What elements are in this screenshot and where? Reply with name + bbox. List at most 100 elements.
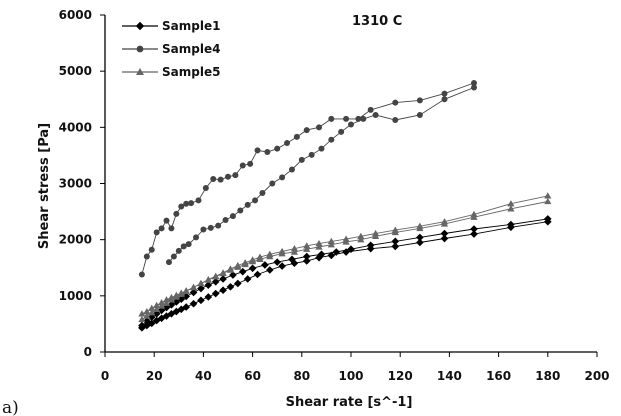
- data-point: [248, 264, 257, 273]
- data-point: [165, 259, 172, 266]
- data-point: [293, 133, 300, 140]
- data-point: [148, 309, 156, 316]
- data-point: [391, 226, 399, 233]
- data-point: [290, 245, 299, 252]
- data-point: [544, 197, 552, 205]
- panel-label: a): [2, 398, 19, 416]
- data-point: [288, 166, 295, 173]
- data-point: [342, 235, 350, 242]
- data-point: [372, 111, 379, 118]
- data-point: [138, 271, 145, 278]
- data-point: [234, 279, 242, 288]
- data-point: [507, 205, 515, 212]
- data-point: [256, 253, 264, 260]
- data-point: [290, 259, 299, 268]
- chart-legend: Sample1 Sample4 Sample5: [122, 19, 220, 79]
- data-point: [237, 207, 244, 214]
- y-tick-label: 5000: [59, 64, 92, 78]
- data-point: [274, 145, 281, 152]
- data-point: [163, 217, 170, 224]
- series-line: [141, 221, 548, 329]
- data-point: [182, 292, 190, 301]
- data-point: [244, 201, 251, 208]
- data-point: [279, 174, 286, 181]
- data-point: [332, 248, 341, 256]
- data-point: [391, 237, 400, 246]
- data-point: [440, 229, 449, 238]
- legend-swatch-marker: [136, 45, 144, 53]
- data-point: [273, 258, 281, 266]
- data-point: [327, 241, 335, 248]
- legend-label: Sample1: [162, 19, 220, 33]
- data-point: [261, 261, 269, 269]
- data-point: [197, 284, 205, 293]
- data-point: [239, 162, 246, 169]
- data-point: [315, 239, 323, 247]
- y-tick-label: 6000: [59, 8, 92, 22]
- data-point: [215, 222, 222, 229]
- data-point: [441, 90, 448, 97]
- data-point: [303, 127, 310, 134]
- data-point: [180, 243, 187, 250]
- data-point: [328, 115, 335, 122]
- data-point: [343, 115, 350, 122]
- data-point: [162, 296, 171, 303]
- data-point: [170, 253, 177, 260]
- data-point: [143, 317, 151, 325]
- data-point: [226, 265, 235, 272]
- data-point: [471, 79, 477, 86]
- data-point: [189, 299, 198, 308]
- data-point: [173, 210, 180, 217]
- data-point: [249, 256, 257, 263]
- data-point: [290, 248, 299, 255]
- data-point: [348, 121, 354, 128]
- data-point: [143, 253, 150, 260]
- data-point: [342, 248, 350, 256]
- chart-series: [138, 79, 552, 332]
- data-point: [266, 266, 274, 274]
- data-point: [167, 301, 176, 309]
- data-point: [347, 245, 355, 254]
- series-sample4: [138, 79, 477, 278]
- data-point: [238, 267, 247, 276]
- data-point: [195, 197, 202, 204]
- data-point: [138, 310, 146, 317]
- data-point: [207, 224, 214, 231]
- data-point: [328, 136, 335, 143]
- data-point: [143, 312, 151, 319]
- data-point: [222, 217, 229, 224]
- data-point: [243, 275, 252, 283]
- data-point: [269, 180, 276, 187]
- data-point: [303, 242, 311, 249]
- data-point: [189, 283, 198, 291]
- data-point: [182, 287, 190, 295]
- x-tick-label: 200: [584, 369, 609, 383]
- data-point: [157, 302, 166, 309]
- data-point: [471, 84, 477, 91]
- x-tick-label: 0: [101, 369, 109, 383]
- data-point: [416, 222, 424, 229]
- data-point: [162, 312, 171, 320]
- x-tick-label: 60: [244, 369, 261, 383]
- data-point: [372, 229, 380, 237]
- data-point: [204, 275, 212, 283]
- y-tick-label: 2000: [59, 233, 92, 247]
- data-point: [544, 192, 552, 199]
- data-point: [241, 259, 249, 266]
- data-point: [308, 151, 315, 158]
- data-point: [143, 307, 151, 315]
- legend-swatch-marker: [135, 21, 145, 31]
- data-point: [167, 310, 176, 318]
- data-point: [507, 220, 515, 229]
- data-point: [147, 319, 156, 328]
- data-point: [168, 225, 175, 232]
- data-point: [266, 250, 274, 257]
- data-point: [172, 293, 180, 300]
- legend-label: Sample5: [162, 65, 220, 79]
- data-point: [416, 233, 424, 242]
- data-point: [212, 272, 220, 279]
- x-tick-label: 180: [535, 369, 560, 383]
- data-point: [202, 184, 209, 191]
- x-axis-title: Shear rate [s^-1]: [286, 395, 413, 410]
- data-point: [211, 277, 220, 286]
